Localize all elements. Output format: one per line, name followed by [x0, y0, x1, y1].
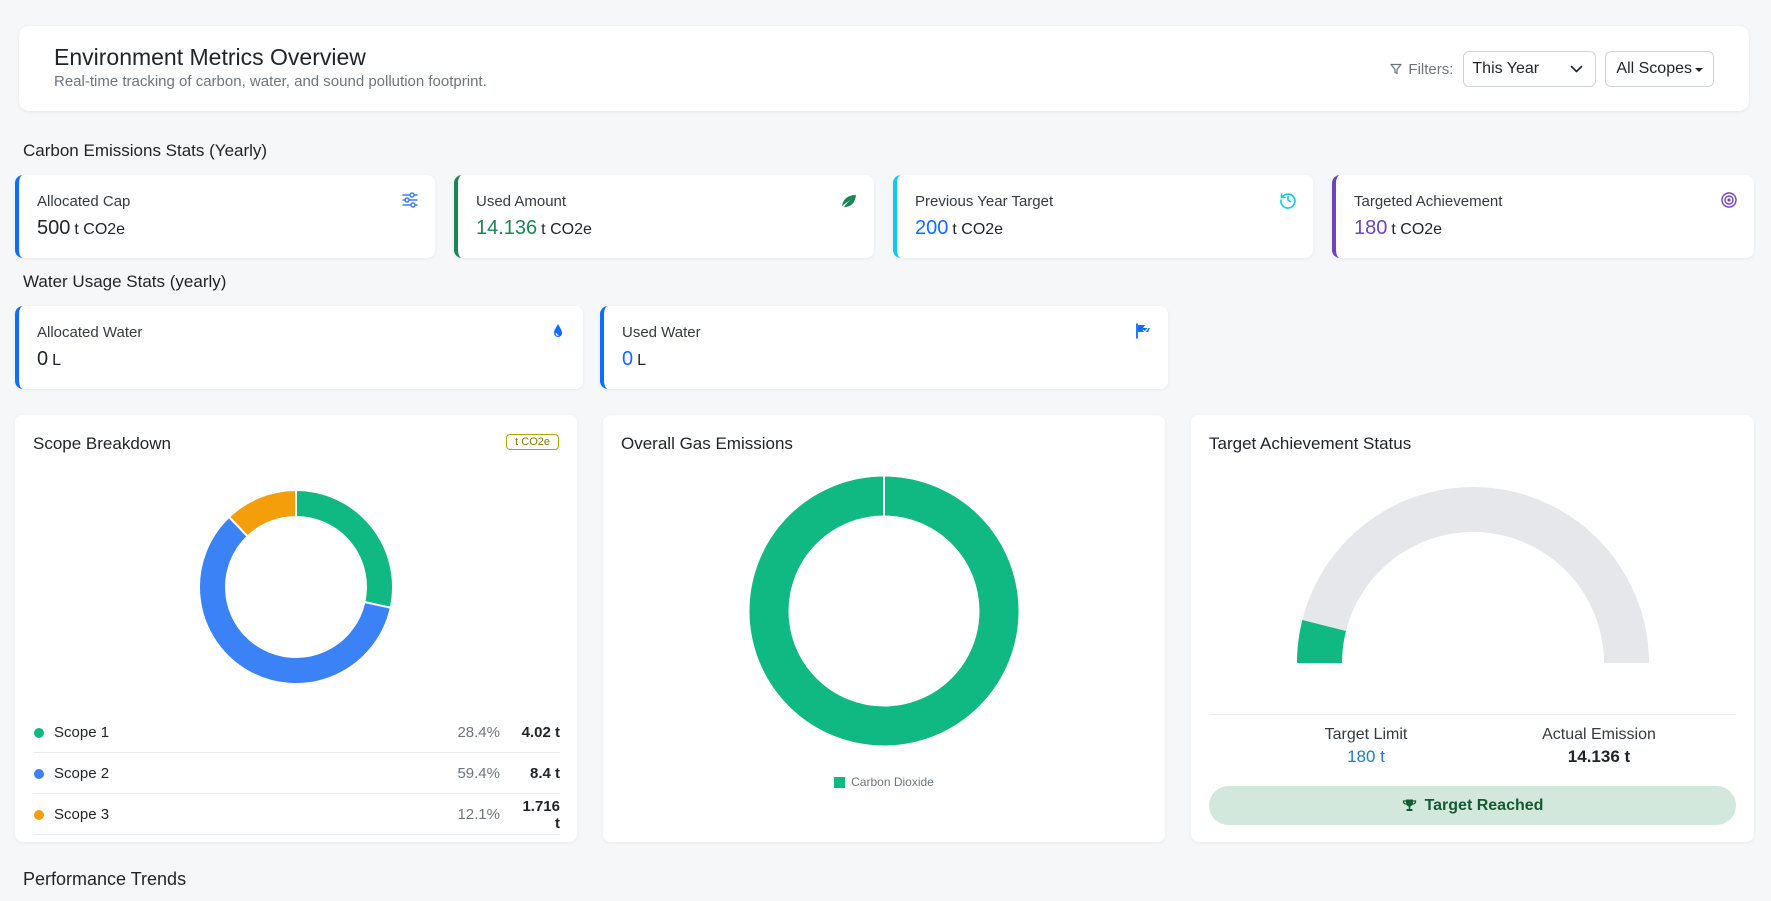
stat-unit: L	[637, 352, 647, 369]
stat-unit: t CO2e	[1391, 221, 1443, 238]
page-subtitle: Real-time tracking of carbon, water, and…	[54, 73, 487, 90]
gauge-track	[1297, 487, 1649, 663]
stat-value: 14.136	[476, 217, 538, 239]
year-select[interactable]: This Year	[1463, 51, 1597, 87]
stat-unit: t CO2e	[74, 221, 126, 238]
stat-value-line: 14.136 t CO2e	[476, 217, 592, 240]
donut-slice-scope-2[interactable]	[198, 515, 392, 685]
stat-card-allocated-cap: Allocated Cap 500 t CO2e	[15, 175, 435, 258]
stat-card-previous-year-target: Previous Year Target 200 t CO2e	[893, 175, 1313, 258]
target-status-title: Target Achievement Status	[1209, 434, 1412, 453]
scope-select-value: All Scopes	[1616, 60, 1692, 77]
gas-legend: Carbon Dioxide	[603, 775, 1165, 789]
stat-value-line: 180 t CO2e	[1354, 217, 1442, 240]
page-title: Environment Metrics Overview	[54, 44, 366, 70]
performance-trends-title: Performance Trends	[23, 869, 187, 889]
legend-dot	[34, 727, 44, 738]
filters-label-text: Filters:	[1408, 60, 1454, 78]
target-reached-text: Target Reached	[1424, 796, 1544, 814]
legend-value: 8.4 t	[529, 765, 560, 782]
water-section-title: Water Usage Stats (yearly)	[23, 272, 227, 291]
stat-value: 500	[37, 217, 71, 239]
caret-down-icon	[1695, 68, 1703, 72]
legend-row: Scope 3 12.1% 1.716 t	[33, 795, 560, 835]
donut-slice-scope-3[interactable]	[227, 488, 297, 538]
leaf-icon	[842, 195, 856, 207]
gas-emissions-title: Overall Gas Emissions	[621, 434, 793, 453]
filters-label: Filters:	[1390, 61, 1453, 78]
history-icon	[1280, 193, 1296, 209]
legend-row: Scope 1 28.4% 4.02 t	[33, 713, 560, 753]
target-limit-label: Target Limit	[1324, 726, 1408, 743]
header-card: Environment Metrics Overview Real-time t…	[19, 26, 1749, 111]
stat-value: 180	[1354, 217, 1388, 239]
target-limit-value: 180 t	[1347, 747, 1385, 766]
stat-label: Used Water	[622, 324, 701, 341]
gas-legend-label: Carbon Dioxide	[851, 775, 934, 789]
target-status-panel: Target Achievement Status Target Limit 1…	[1191, 415, 1754, 842]
legend-row: Scope 2 59.4% 8.4 t	[33, 754, 560, 794]
gas-emissions-panel: Overall Gas Emissions Carbon Dioxide	[603, 415, 1165, 842]
year-select-value: This Year	[1472, 60, 1540, 77]
trophy-icon	[1402, 799, 1416, 811]
actual-emission-label: Actual Emission	[1542, 726, 1656, 743]
stat-label: Allocated Cap	[37, 193, 131, 210]
sliders-icon	[402, 192, 418, 208]
legend-dot	[34, 809, 44, 820]
stat-value: 0	[622, 348, 634, 370]
stat-label: Targeted Achievement	[1354, 193, 1503, 210]
droplet-icon	[554, 324, 562, 337]
target-reached-badge: Target Reached	[1209, 786, 1736, 825]
chevron-down-icon	[1571, 65, 1583, 73]
unit-badge: t CO2e	[506, 434, 559, 450]
scope-donut-chart	[198, 488, 394, 685]
faucet-icon	[1136, 323, 1150, 339]
stat-value-line: 500 t CO2e	[37, 217, 125, 240]
filters: Filters: This Year All Scopes	[1390, 51, 1714, 87]
actual-emission-value: 14.136 t	[1567, 747, 1631, 766]
stat-unit: t CO2e	[952, 221, 1004, 238]
target-icon	[1721, 192, 1737, 208]
legend-pct: 28.4%	[457, 724, 500, 741]
scope-breakdown-title: Scope Breakdown	[33, 434, 171, 453]
stat-card-targeted-achievement: Targeted Achievement 180 t CO2e	[1332, 175, 1754, 258]
gauge-fill	[1297, 620, 1346, 663]
legend-dot	[34, 768, 44, 779]
legend-pct: 59.4%	[457, 765, 500, 782]
stat-card-used-amount: Used Amount 14.136 t CO2e	[454, 175, 874, 258]
legend-value: 1.716 t	[522, 797, 560, 832]
target-gauge-chart	[1297, 487, 1649, 663]
scope-breakdown-panel: Scope Breakdown t CO2e Scope 1 28.4% 4.02 …	[15, 415, 577, 842]
actual-emission-stat: Actual Emission 14.136 t	[1474, 726, 1724, 767]
legend-name: Scope 2	[54, 765, 110, 782]
stat-label: Allocated Water	[37, 324, 143, 341]
legend-pct: 12.1%	[457, 806, 500, 823]
legend-value: 4.02 t	[521, 724, 560, 741]
target-limit-stat: Target Limit 180 t	[1241, 726, 1491, 767]
donut-slice-scope-1[interactable]	[295, 488, 394, 609]
stat-value: 200	[915, 217, 949, 239]
stat-value: 0	[37, 348, 49, 370]
stat-value-line: 200 t CO2e	[915, 217, 1003, 240]
legend-name: Scope 3	[54, 806, 110, 823]
gas-donut-chart	[749, 476, 1019, 746]
stat-label: Used Amount	[476, 193, 567, 210]
scope-select[interactable]: All Scopes	[1605, 51, 1714, 87]
stat-unit: L	[52, 352, 62, 369]
divider	[1209, 714, 1736, 715]
filter-icon	[1390, 63, 1403, 75]
stat-label: Previous Year Target	[915, 193, 1054, 210]
stat-unit: t CO2e	[541, 221, 592, 238]
carbon-section-title: Carbon Emissions Stats (Yearly)	[23, 141, 268, 160]
legend-swatch	[834, 776, 846, 788]
donut-slice-carbon-dioxide[interactable]	[749, 476, 1019, 746]
legend-name: Scope 1	[54, 724, 110, 741]
